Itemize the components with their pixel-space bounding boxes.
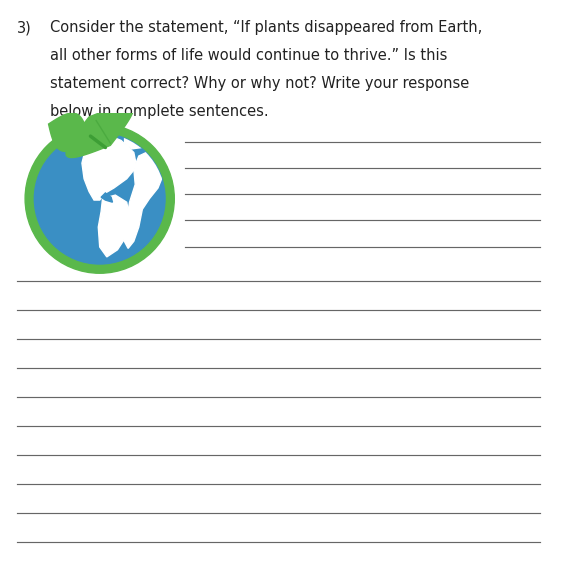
Polygon shape: [82, 133, 136, 200]
Text: Consider the statement, “If plants disappeared from Earth,: Consider the statement, “If plants disap…: [50, 20, 482, 35]
Polygon shape: [66, 105, 134, 158]
Polygon shape: [101, 193, 113, 202]
Polygon shape: [123, 150, 164, 248]
Polygon shape: [49, 113, 89, 151]
Polygon shape: [125, 133, 146, 149]
Text: 3): 3): [17, 20, 31, 35]
Text: statement correct? Why or why not? Write your response: statement correct? Why or why not? Write…: [50, 76, 469, 91]
Polygon shape: [98, 195, 129, 257]
Circle shape: [34, 133, 165, 264]
Circle shape: [25, 124, 175, 273]
Text: all other forms of life would continue to thrive.” Is this: all other forms of life would continue t…: [50, 48, 447, 63]
Text: below in complete sentences.: below in complete sentences.: [50, 104, 268, 119]
